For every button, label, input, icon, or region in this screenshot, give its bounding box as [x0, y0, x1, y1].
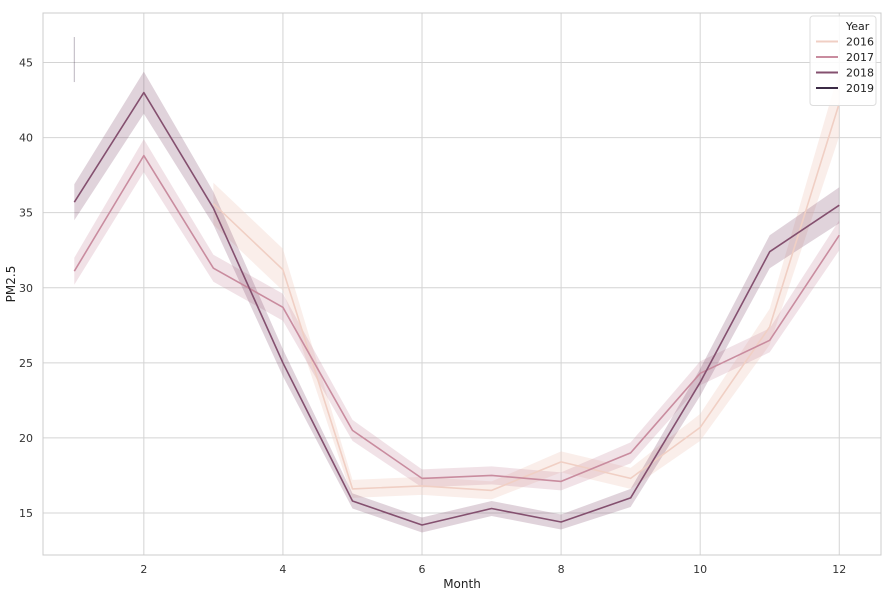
legend-label-2018: 2018: [846, 67, 874, 80]
legend-title: Year: [845, 20, 870, 33]
y-tick-label: 30: [19, 282, 33, 295]
series-line-2017: [73, 154, 840, 483]
y-tick-label: 15: [19, 507, 33, 520]
x-tick-labels: 2 4 6 8 10 12: [140, 563, 846, 576]
x-tick-label: 6: [419, 563, 426, 576]
y-tick-label: 25: [19, 357, 33, 370]
plot-frame: [42, 12, 882, 556]
series-line-2018: [73, 91, 840, 526]
y-tick-label: 20: [19, 432, 33, 445]
legend-label-2017: 2017: [846, 51, 874, 64]
series-lines: [73, 91, 841, 526]
x-tick-label: 10: [693, 563, 707, 576]
y-tick-labels: 15 20 25 30 35 40 45: [19, 57, 33, 520]
legend-label-2016: 2016: [846, 36, 874, 49]
legend: Year 2016 2017 2018 2019: [809, 15, 877, 106]
x-tick-label: 8: [558, 563, 565, 576]
y-tick-label: 45: [19, 57, 33, 70]
y-tick-label: 40: [19, 132, 33, 145]
y-tick-label: 35: [19, 207, 33, 220]
x-tick-label: 2: [140, 563, 147, 576]
legend-label-2019: 2019: [846, 82, 874, 95]
legend-box: [809, 15, 877, 106]
x-tick-label: 4: [279, 563, 286, 576]
confidence-band-2018: [74, 71, 840, 533]
series-line-2016: [212, 102, 841, 492]
legend-entries: 2016 2017 2018 2019: [816, 36, 874, 95]
y-axis-label: PM2.5: [4, 266, 18, 303]
x-tick-label: 12: [832, 563, 846, 576]
x-axis-label: Month: [443, 577, 481, 591]
confidence-bands: [73, 37, 840, 533]
confidence-band-2017: [74, 139, 840, 491]
